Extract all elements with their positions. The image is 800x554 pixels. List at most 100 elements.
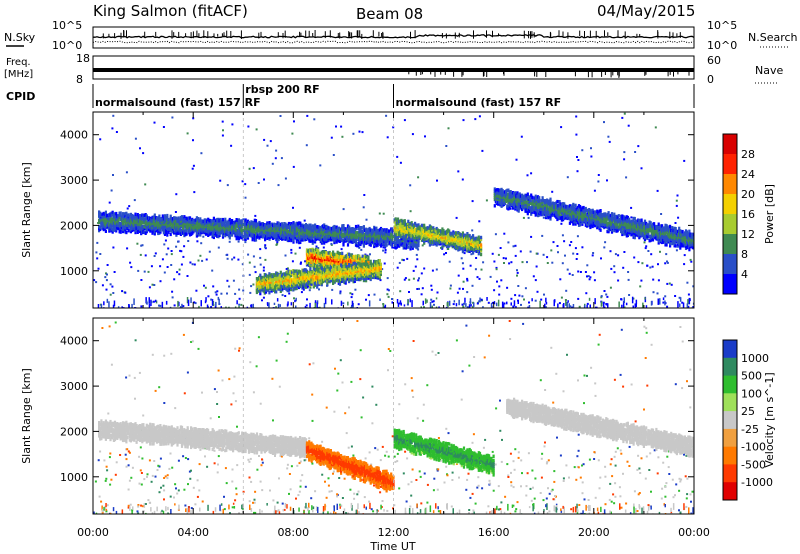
data-cell: [343, 232, 346, 236]
scatter-cell: [384, 249, 387, 251]
data-cell: [346, 232, 350, 237]
scatter-cell: [455, 216, 458, 219]
scatter-cell: [690, 260, 693, 263]
data-cell: [272, 278, 275, 282]
data-cell: [314, 223, 317, 227]
beam-title: Beam 08: [356, 5, 423, 23]
data-cell: [276, 232, 279, 236]
scatter-cell: [674, 295, 677, 297]
data-cell: [254, 219, 258, 223]
scatter-cell: [314, 300, 317, 303]
scatter-cell: [421, 244, 424, 247]
scatter-cell: [430, 284, 433, 287]
data-cell: [309, 264, 312, 269]
data-cell: [289, 285, 293, 290]
scatter-cell: [527, 306, 530, 308]
data-cell: [341, 234, 344, 238]
data-cell: [332, 267, 335, 271]
scatter-cell: [448, 260, 451, 263]
data-cell: [228, 220, 231, 224]
data-cell: [346, 226, 350, 230]
scatter-cell: [544, 303, 546, 308]
scatter-cell: [478, 277, 481, 280]
scatter-cell: [586, 264, 589, 267]
scatter-cell: [340, 248, 343, 251]
scatter-cell: [103, 301, 105, 306]
scatter-cell: [660, 213, 663, 215]
scatter-cell: [367, 294, 370, 297]
data-cell: [337, 277, 340, 281]
scatter-cell: [363, 194, 366, 196]
cpid-segment-label: normalsound (fast) 157 RF: [396, 96, 562, 109]
data-cell: [280, 276, 283, 280]
data-cell: [365, 227, 368, 231]
data-cell: [369, 277, 372, 282]
data-cell: [334, 225, 337, 230]
data-cell: [266, 223, 269, 227]
scatter-cell: [460, 257, 463, 260]
scatter-cell: [605, 293, 608, 296]
data-cell: [362, 235, 365, 240]
scatter-cell: [93, 279, 96, 282]
scatter-cell: [595, 306, 598, 308]
data-cell: [287, 269, 290, 273]
scatter-cell: [560, 296, 563, 299]
data-cell: [394, 232, 397, 236]
scatter-cell: [438, 306, 440, 308]
data-cell: [376, 261, 379, 265]
data-cell: [343, 280, 346, 285]
data-cell: [376, 263, 379, 267]
data-cell: [304, 283, 307, 287]
scatter-cell: [646, 264, 649, 267]
data-cell: [99, 211, 102, 215]
scatter-cell: [447, 127, 450, 130]
data-cell: [253, 238, 256, 242]
data-cell: [341, 260, 344, 264]
scatter-cell: [463, 252, 466, 255]
data-cell: [355, 272, 359, 277]
scatter-cell: [294, 299, 296, 303]
data-cell: [128, 224, 131, 228]
data-cell: [293, 281, 296, 285]
scatter-cell: [342, 302, 345, 305]
data-cell: [183, 215, 186, 219]
data-cell: [263, 277, 266, 281]
data-cell: [365, 266, 368, 270]
data-cell: [341, 264, 344, 269]
scatter-cell: [284, 177, 287, 180]
scatter-cell: [625, 176, 628, 179]
data-cell: [308, 248, 311, 252]
data-cell: [326, 252, 329, 256]
scatter-cell: [128, 305, 130, 308]
scatter-cell: [461, 178, 464, 181]
data-cell: [367, 274, 370, 279]
data-cell: [323, 241, 326, 245]
data-cell: [207, 230, 210, 234]
data-cell: [361, 268, 364, 273]
scatter-cell: [666, 305, 669, 308]
data-cell: [314, 240, 317, 244]
scatter-cell: [510, 261, 513, 264]
data-cell: [133, 216, 136, 220]
data-cell: [161, 216, 164, 220]
data-cell: [346, 243, 350, 247]
data-cell: [104, 212, 107, 217]
scatter-cell: [131, 303, 133, 308]
data-cell: [299, 276, 302, 281]
scatter-cell: [340, 125, 343, 128]
data-cell: [169, 226, 172, 231]
data-cell: [188, 216, 192, 220]
data-cell: [337, 269, 340, 274]
scatter-cell: [379, 298, 381, 301]
scatter-cell: [221, 120, 224, 123]
scatter-cell: [257, 182, 260, 184]
scatter-cell: [263, 138, 266, 141]
data-cell: [116, 214, 119, 218]
data-cell: [284, 284, 287, 289]
data-cell: [332, 272, 335, 276]
scatter-cell: [495, 302, 498, 307]
data-cell: [343, 256, 346, 261]
data-cell: [138, 222, 142, 227]
data-cell: [210, 220, 213, 224]
